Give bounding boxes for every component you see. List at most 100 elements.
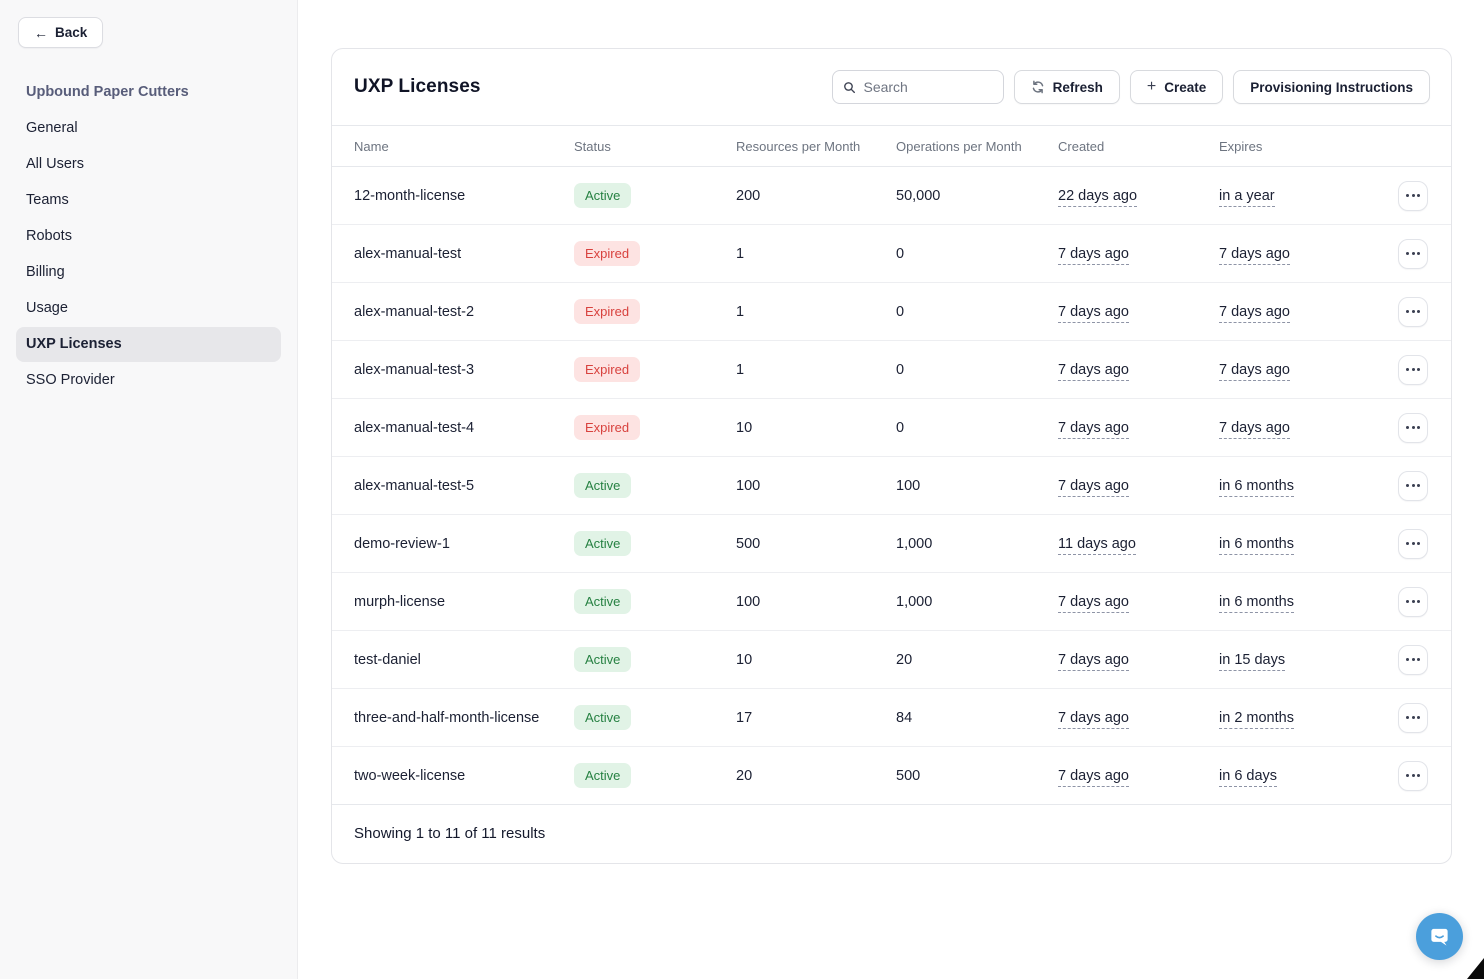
sidebar-item-all-users[interactable]: All Users bbox=[16, 147, 281, 182]
table-body: 12-month-license Active 200 50,000 22 da… bbox=[332, 167, 1451, 805]
provisioning-instructions-button[interactable]: Provisioning Instructions bbox=[1233, 70, 1430, 104]
resources-per-month: 10 bbox=[736, 419, 753, 436]
operations-per-month: 1,000 bbox=[896, 593, 933, 610]
ellipsis-icon bbox=[1406, 252, 1420, 255]
license-name: alex-manual-test-5 bbox=[354, 477, 475, 494]
create-button[interactable]: + Create bbox=[1129, 70, 1224, 104]
ellipsis-icon bbox=[1406, 426, 1420, 429]
sidebar-item-usage[interactable]: Usage bbox=[16, 291, 281, 326]
row-actions-button[interactable] bbox=[1398, 586, 1428, 617]
sidebar-item-label: Robots bbox=[26, 228, 72, 244]
back-button-label: Back bbox=[55, 25, 88, 40]
row-actions-button[interactable] bbox=[1398, 354, 1428, 385]
expires-cell: in 6 months bbox=[1219, 477, 1398, 497]
license-name: alex-manual-test-2 bbox=[354, 303, 475, 320]
status-badge: Active bbox=[574, 763, 632, 788]
ellipsis-icon bbox=[1406, 194, 1420, 197]
resources-per-month: 20 bbox=[736, 767, 753, 784]
row-actions-button[interactable] bbox=[1398, 180, 1428, 211]
sidebar-item-label: UXP Licenses bbox=[26, 336, 122, 352]
expires-cell: in 6 days bbox=[1219, 767, 1398, 787]
row-actions-button[interactable] bbox=[1398, 760, 1428, 791]
created-cell: 7 days ago bbox=[1058, 767, 1219, 787]
operations-per-month: 50,000 bbox=[896, 187, 941, 204]
back-arrow-icon: ← bbox=[34, 24, 48, 41]
sidebar: ← Back Upbound Paper Cutters General All… bbox=[0, 0, 298, 979]
status-cell: Expired bbox=[574, 357, 736, 382]
sidebar-item-billing[interactable]: Billing bbox=[16, 255, 281, 290]
created-cell: 22 days ago bbox=[1058, 187, 1219, 207]
status-cell: Expired bbox=[574, 415, 736, 440]
operations-per-month: 1,000 bbox=[896, 535, 933, 552]
sidebar-item-label: Teams bbox=[26, 192, 69, 208]
sidebar-item-teams[interactable]: Teams bbox=[16, 183, 281, 218]
license-name: alex-manual-test-4 bbox=[354, 419, 475, 436]
refresh-button[interactable]: Refresh bbox=[1013, 70, 1120, 104]
row-actions-button[interactable] bbox=[1398, 470, 1428, 501]
status-badge: Expired bbox=[574, 241, 641, 266]
license-name: test-daniel bbox=[354, 651, 421, 668]
status-badge: Active bbox=[574, 647, 632, 672]
sidebar-item-uxp-licenses[interactable]: UXP Licenses bbox=[16, 327, 281, 362]
created-cell: 7 days ago bbox=[1058, 709, 1219, 729]
sidebar-nav: Upbound Paper Cutters General All Users … bbox=[0, 75, 297, 398]
search-icon bbox=[843, 81, 855, 93]
operations-per-month: 0 bbox=[896, 245, 905, 262]
create-button-label: Create bbox=[1164, 79, 1207, 95]
table-row: murph-license Active 100 1,000 7 days ag… bbox=[332, 573, 1451, 631]
row-actions-button[interactable] bbox=[1398, 528, 1428, 559]
expires-cell: 7 days ago bbox=[1219, 361, 1398, 381]
status-cell: Active bbox=[574, 647, 736, 672]
table-header: Name Status Resources per Month Operatio… bbox=[332, 125, 1451, 167]
license-name: 12-month-license bbox=[354, 187, 466, 204]
status-cell: Active bbox=[574, 589, 736, 614]
status-cell: Expired bbox=[574, 241, 736, 266]
operations-per-month: 500 bbox=[896, 767, 921, 784]
org-title: Upbound Paper Cutters bbox=[26, 84, 189, 100]
table-row: alex-manual-test-4 Expired 10 0 7 days a… bbox=[332, 399, 1451, 457]
created-cell: 11 days ago bbox=[1058, 535, 1219, 555]
row-actions-button[interactable] bbox=[1398, 644, 1428, 675]
sidebar-item-robots[interactable]: Robots bbox=[16, 219, 281, 254]
status-badge: Active bbox=[574, 705, 632, 730]
created-cell: 7 days ago bbox=[1058, 593, 1219, 613]
table-row: demo-review-1 Active 500 1,000 11 days a… bbox=[332, 515, 1451, 573]
license-name: alex-manual-test-3 bbox=[354, 361, 475, 378]
column-header-name: Name bbox=[354, 138, 389, 154]
operations-per-month: 0 bbox=[896, 361, 905, 378]
back-button[interactable]: ← Back bbox=[18, 17, 104, 48]
sidebar-items: General All Users Teams Robots Billing U… bbox=[16, 111, 281, 398]
license-name: murph-license bbox=[354, 593, 446, 610]
table-row: alex-manual-test Expired 1 0 7 days ago … bbox=[332, 225, 1451, 283]
expires-cell: in 15 days bbox=[1219, 651, 1398, 671]
status-badge: Expired bbox=[574, 299, 641, 324]
table-row: 12-month-license Active 200 50,000 22 da… bbox=[332, 167, 1451, 225]
table-footer: Showing 1 to 11 of 11 results bbox=[332, 805, 1451, 863]
license-name: alex-manual-test bbox=[354, 245, 462, 262]
page-title: UXP Licenses bbox=[354, 76, 481, 97]
row-actions-button[interactable] bbox=[1398, 412, 1428, 443]
resources-per-month: 100 bbox=[736, 593, 761, 610]
chat-launcher-button[interactable] bbox=[1416, 913, 1463, 960]
created-cell: 7 days ago bbox=[1058, 303, 1219, 323]
main-content: UXP Licenses bbox=[298, 0, 1484, 979]
sidebar-item-label: SSO Provider bbox=[26, 372, 115, 388]
table-row: two-week-license Active 20 500 7 days ag… bbox=[332, 747, 1451, 805]
created-cell: 7 days ago bbox=[1058, 419, 1219, 439]
resources-per-month: 200 bbox=[736, 187, 761, 204]
row-actions-button[interactable] bbox=[1398, 238, 1428, 269]
resources-per-month: 1 bbox=[736, 245, 745, 262]
table-row: test-daniel Active 10 20 7 days ago in 1… bbox=[332, 631, 1451, 689]
column-header-created: Created bbox=[1058, 138, 1105, 154]
row-actions-button[interactable] bbox=[1398, 702, 1428, 733]
sidebar-item-general[interactable]: General bbox=[16, 111, 281, 146]
operations-per-month: 84 bbox=[896, 709, 913, 726]
expires-cell: 7 days ago bbox=[1219, 303, 1398, 323]
ellipsis-icon bbox=[1406, 774, 1420, 777]
search-input[interactable] bbox=[863, 79, 993, 95]
created-cell: 7 days ago bbox=[1058, 361, 1219, 381]
sidebar-item-sso-provider[interactable]: SSO Provider bbox=[16, 363, 281, 398]
header-controls: Refresh + Create Provisioning Instructio… bbox=[831, 70, 1430, 104]
row-actions-button[interactable] bbox=[1398, 296, 1428, 327]
resources-per-month: 1 bbox=[736, 303, 745, 320]
